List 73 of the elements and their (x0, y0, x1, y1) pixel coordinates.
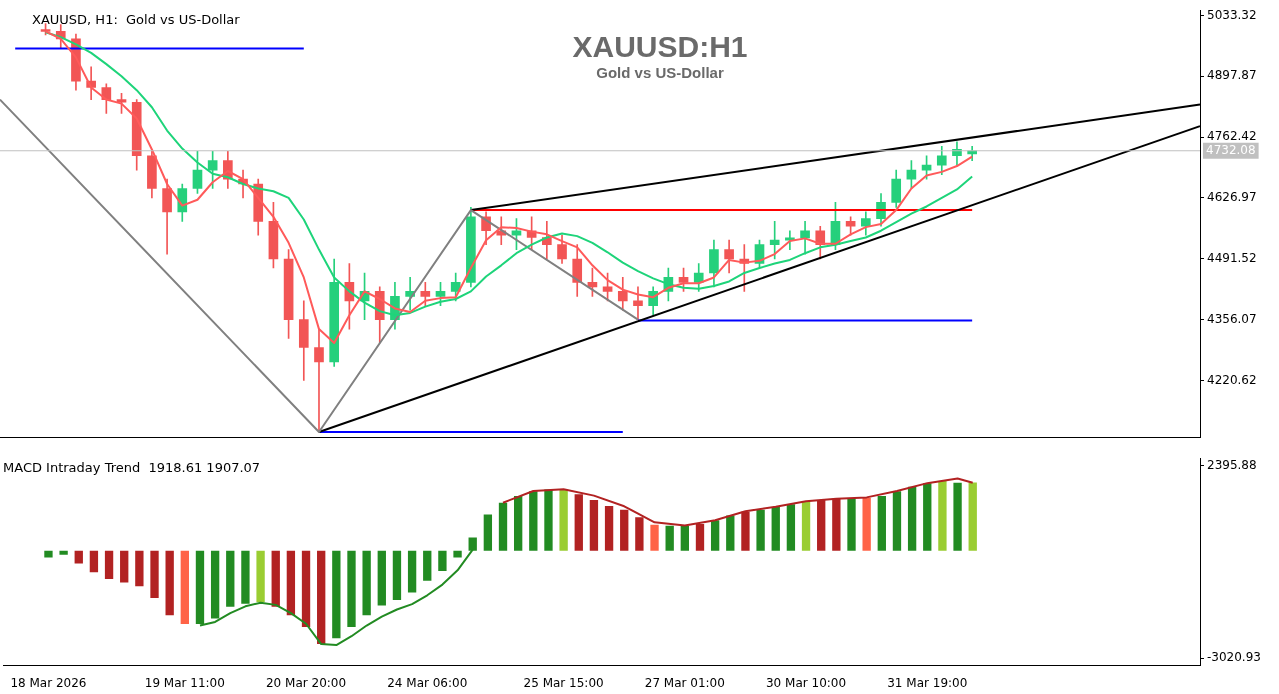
annotation: XAUUSD:H1 (572, 29, 748, 63)
bar (862, 497, 871, 551)
bar (771, 507, 780, 551)
x-tick-label: 19 Mar 11:00 (144, 675, 225, 690)
annotation: Gold vs US-Dollar (596, 64, 724, 82)
bar (544, 489, 553, 551)
y-tick-label: 4762.42 (1207, 129, 1257, 144)
x-tick-label: 18 Mar 2026 (10, 675, 87, 690)
bar (453, 550, 462, 558)
bar (786, 504, 796, 551)
bar (710, 520, 720, 551)
bar (650, 524, 659, 551)
x-tick-label: 20 Mar 20:00 (265, 675, 347, 690)
bar (498, 502, 508, 551)
bar (74, 550, 83, 564)
bar (362, 550, 371, 616)
bar (44, 550, 53, 558)
y-tick-label: 4356.07 (1207, 311, 1257, 326)
ref-line-label: 4732.08 (1206, 142, 1256, 157)
bar (923, 483, 932, 551)
bar (286, 550, 296, 616)
bar (317, 550, 326, 645)
x-tick-label: 24 Mar 06:00 (387, 675, 468, 690)
chart-title: XAUUSD, H1: Gold vs US-Dollar (32, 12, 241, 28)
chart-title: MACD Intraday Trend 1918.61 1907.07 (3, 460, 261, 476)
bar (332, 550, 341, 639)
bar (483, 514, 493, 551)
bar (847, 498, 856, 551)
bar (756, 509, 765, 551)
x-tick-label: 30 Mar 10:00 (765, 675, 847, 690)
y-tick-label: 4220.62 (1207, 372, 1257, 387)
bar (514, 495, 523, 551)
bar (423, 550, 432, 581)
x-tick-label: 25 Mar 15:00 (523, 675, 604, 690)
bar (180, 550, 189, 625)
bar (665, 525, 674, 551)
bar (104, 550, 114, 579)
y-tick-label: 5033.32 (1207, 7, 1257, 22)
bar (604, 505, 614, 551)
bar (953, 482, 962, 551)
x-tick-label: 27 Mar 01:00 (644, 675, 725, 690)
bar (271, 550, 280, 607)
bar (968, 482, 977, 551)
bar (120, 550, 129, 583)
bar (907, 486, 917, 551)
bar (392, 550, 402, 600)
bar (892, 491, 902, 551)
bar (165, 550, 174, 616)
bar (347, 550, 356, 627)
bar (301, 550, 311, 627)
y-tick-label: 4491.52 (1207, 250, 1257, 265)
bar (726, 515, 735, 551)
bar (680, 525, 689, 551)
bar (135, 550, 144, 587)
y-tick-label: 4897.87 (1207, 68, 1257, 83)
y-tick-label: 2395.88 (1207, 457, 1257, 472)
bar (938, 481, 947, 551)
bar (801, 501, 811, 551)
bar (438, 550, 447, 572)
x-tick-label: 31 Mar 19:00 (887, 675, 968, 690)
bar (589, 499, 599, 551)
bar (407, 550, 417, 593)
bar (89, 550, 99, 573)
bar (529, 491, 538, 551)
bar (877, 495, 886, 551)
bar (150, 550, 159, 599)
bar (377, 550, 386, 606)
bar (559, 489, 568, 551)
bar (256, 550, 265, 603)
y-tick-label: 4626.97 (1207, 190, 1257, 205)
bar (59, 550, 68, 555)
y-tick-label: -3020.93 (1207, 650, 1261, 665)
bar (226, 550, 235, 607)
